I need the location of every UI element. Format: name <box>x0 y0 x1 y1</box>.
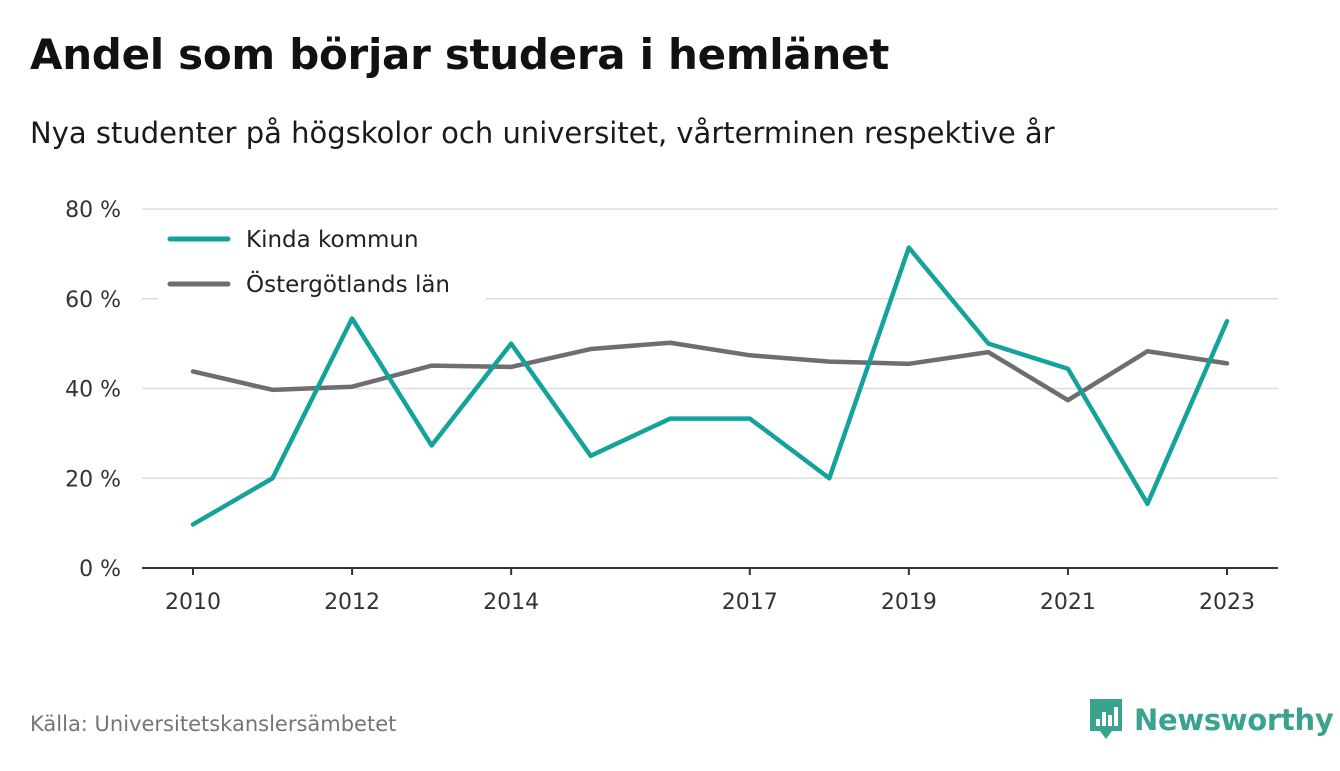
x-tick-label: 2019 <box>881 590 937 615</box>
y-tick-label: 20 % <box>65 467 121 492</box>
x-tick-label: 2014 <box>483 590 539 615</box>
line-chart: 0 % 20 % 40 % 60 % 80 % 2010 2012 2014 2017 2019… <box>65 198 1278 615</box>
series-line-kinda-kommun <box>190 245 1230 527</box>
x-tick-label: 2021 <box>1040 590 1096 615</box>
chart-subtitle: Nya studenter på högskolor och universit… <box>30 116 1055 150</box>
brand-logo[interactable]: Newsworthy <box>1088 697 1334 743</box>
newsworthy-logo-icon <box>1090 699 1122 739</box>
y-axis-tick-labels: 0 % 20 % 40 % 60 % 80 % <box>65 198 121 582</box>
legend-label: Östergötlands län <box>246 270 450 298</box>
source-note: Källa: Universitetskanslersämbetet <box>30 712 397 736</box>
y-tick-label: 0 % <box>79 557 121 582</box>
chart-title: Andel som börjar studera i hemlänet <box>30 30 889 79</box>
y-tick-label: 40 % <box>65 378 121 403</box>
series-line-ostergotlands-lan <box>190 340 1230 403</box>
y-tick-label: 80 % <box>65 198 121 223</box>
legend-label: Kinda kommun <box>246 227 419 253</box>
y-tick-label: 60 % <box>65 288 121 313</box>
x-tick-label: 2017 <box>722 590 778 615</box>
x-axis: 2010 2012 2014 2017 2019 2021 2023 <box>142 567 1278 615</box>
x-tick-label: 2010 <box>165 590 221 615</box>
legend: Kinda kommun Östergötlands län <box>158 218 486 300</box>
brand-name: Newsworthy <box>1134 703 1334 737</box>
x-tick-label: 2012 <box>324 590 380 615</box>
x-tick-label: 2023 <box>1199 590 1255 615</box>
series-lines <box>190 245 1230 527</box>
